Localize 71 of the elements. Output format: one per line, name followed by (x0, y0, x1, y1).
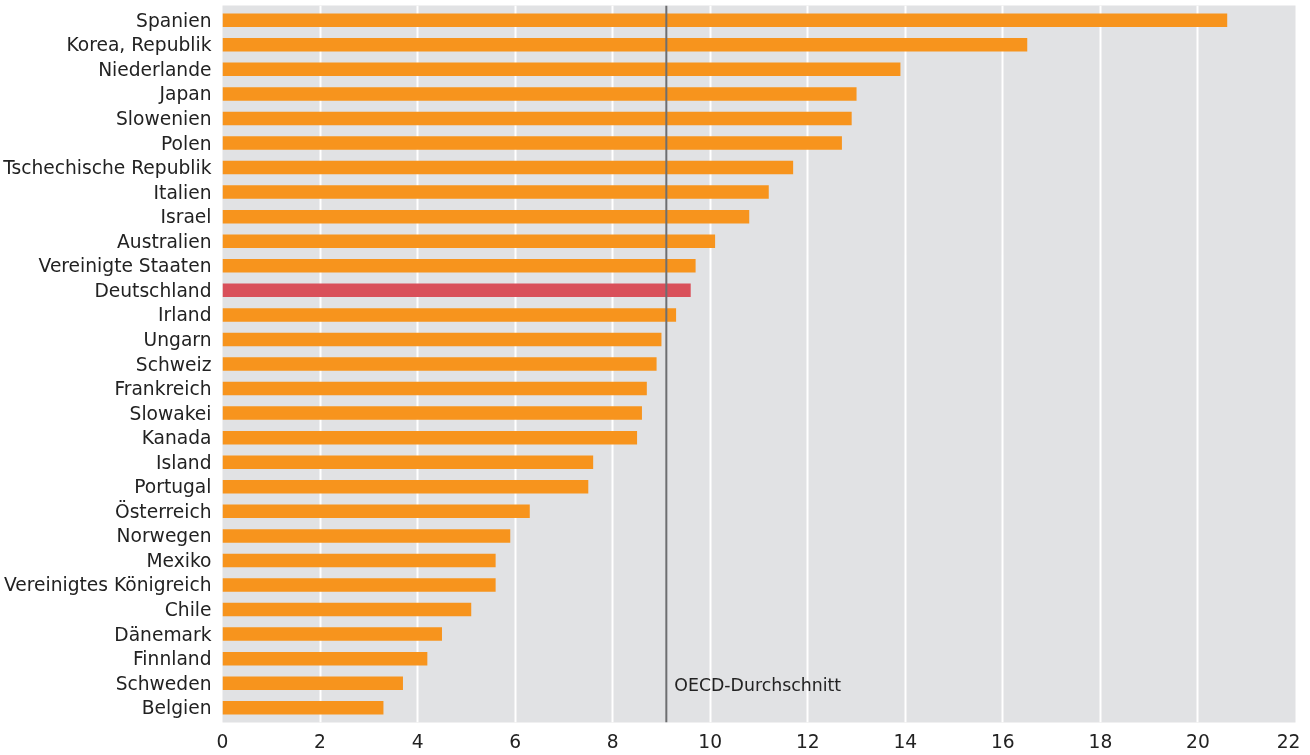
x-tick-label: 14 (893, 730, 918, 752)
y-tick-label: Japan (158, 83, 212, 105)
y-tick-label: Deutschland (94, 279, 212, 301)
y-tick-label: Belgien (141, 697, 212, 719)
bar (222, 308, 677, 322)
y-tick-label: Portugal (134, 476, 212, 498)
bar (222, 357, 657, 371)
bar (222, 480, 589, 494)
y-tick-label: Polen (161, 132, 212, 154)
x-tick-label: 22 (1276, 730, 1301, 752)
bar (222, 529, 511, 543)
y-tick-label: Schweiz (135, 353, 212, 375)
x-tick-label: 0 (216, 730, 229, 752)
x-tick-label: 20 (1186, 730, 1210, 752)
bar (222, 111, 852, 126)
bar (222, 160, 794, 175)
y-tick-label: Irland (158, 304, 212, 326)
bar (222, 651, 428, 666)
x-tick-label: 18 (1088, 730, 1113, 752)
bar (222, 87, 857, 101)
y-tick-label: Norwegen (116, 525, 212, 547)
bar (222, 381, 647, 396)
y-tick-label: Mexiko (146, 549, 212, 571)
y-tick-label: Niederlande (98, 58, 212, 80)
y-tick-label: Tschechische Republik (2, 157, 212, 179)
bar (222, 234, 716, 248)
bar (222, 430, 638, 445)
x-tick-label: 2 (314, 730, 326, 752)
y-tick-label: Schweden (115, 672, 212, 694)
bar (222, 578, 496, 592)
y-tick-label: Korea, Republik (66, 34, 212, 56)
x-tick-label: 6 (509, 730, 522, 752)
bar (222, 627, 442, 641)
bar (222, 283, 691, 298)
y-tick-label: Italien (153, 181, 212, 203)
y-tick-label: Ungarn (143, 328, 212, 350)
bar (222, 209, 750, 224)
x-tick-label: 8 (606, 730, 619, 752)
x-tick-label: 12 (795, 730, 820, 752)
y-tick-label: Österreich (114, 499, 212, 522)
ref-line-label: OECD-Durchschnitt (674, 675, 842, 696)
y-tick-label: Australien (117, 230, 212, 252)
bar (222, 185, 769, 199)
bar (222, 676, 403, 690)
bar (222, 504, 530, 519)
y-tick-label: Vereinigte Staaten (38, 255, 212, 277)
x-tick-label: 4 (411, 730, 424, 752)
bar (222, 13, 1228, 27)
bar (222, 136, 842, 150)
bar (222, 701, 384, 715)
y-tick-label: Finnland (133, 648, 212, 670)
bar (222, 455, 594, 469)
bar (222, 406, 642, 420)
y-tick-label: Chile (164, 599, 212, 621)
y-tick-label: Spanien (136, 9, 212, 31)
bar (222, 62, 901, 77)
y-tick-label: Slowakei (129, 402, 212, 424)
y-tick-label: Vereinigtes Königreich (3, 574, 212, 596)
x-tick-label: 10 (698, 730, 723, 752)
bar (222, 602, 472, 617)
y-tick-label: Slowenien (116, 107, 212, 129)
y-tick-label: Kanada (141, 427, 212, 449)
y-tick-label: Island (156, 451, 212, 473)
bar (222, 553, 496, 568)
x-tick-label: 16 (990, 730, 1015, 752)
y-tick-label: Frankreich (114, 378, 212, 400)
y-tick-label: Israel (160, 206, 212, 228)
bar (222, 332, 662, 347)
bar (222, 259, 696, 273)
y-tick-label: Dänemark (114, 623, 212, 645)
bar (222, 38, 1028, 52)
